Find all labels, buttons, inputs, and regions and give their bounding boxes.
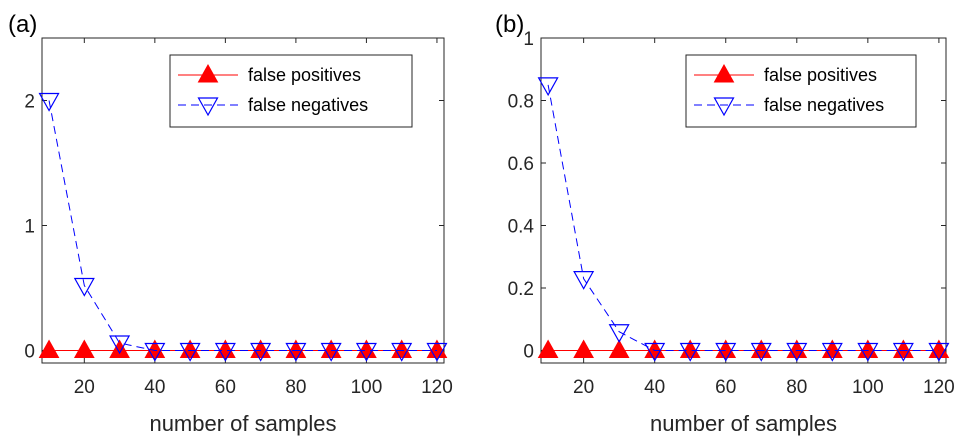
legend-entry: false positives: [694, 63, 877, 85]
data-point-marker: [144, 342, 166, 362]
panel-label: (a): [8, 11, 37, 38]
data-point-marker: [179, 339, 201, 358]
legend-marker: [713, 63, 735, 83]
data-point-marker: [320, 339, 342, 358]
data-point-marker: [857, 342, 879, 362]
data-point-marker: [285, 342, 307, 362]
data-point-marker: [821, 342, 843, 362]
x-tick-label: 20: [74, 377, 95, 398]
data-point-marker: [73, 277, 95, 297]
data-point-marker: [644, 342, 666, 362]
data-point-marker: [320, 342, 342, 362]
chart-panel-2: (b) 20 40 60 80 100 120 0 0.2 0.4 0.6 0.8 1 number of…: [495, 11, 954, 436]
data-point-marker: [355, 342, 377, 362]
data-point-marker: [426, 339, 448, 358]
data-point-marker: [179, 342, 201, 362]
y-tick-label: 1: [24, 217, 35, 238]
data-point-marker: [573, 339, 594, 358]
y-tick-label: 0: [24, 342, 35, 363]
data-point-marker: [715, 339, 737, 358]
x-tick-label: 100: [351, 377, 383, 398]
data-point-marker: [109, 335, 131, 355]
data-point-marker: [928, 339, 950, 358]
y-tick-label: 2: [24, 92, 35, 113]
x-tick-label: 120: [421, 377, 453, 398]
legend-marker: [713, 97, 735, 117]
data-point-marker: [573, 271, 595, 290]
data-point-marker: [250, 339, 271, 358]
x-tick-label: 40: [144, 377, 165, 398]
legend-marker: [197, 97, 219, 117]
data-point-marker: [892, 342, 914, 362]
data-point-marker: [608, 324, 630, 343]
y-tick-label: 0.8: [508, 92, 534, 113]
data-point-marker: [644, 339, 666, 358]
x-axis-label: number of samples: [650, 411, 837, 436]
y-tick-label: 0.6: [508, 154, 534, 175]
legend-label: false positives: [248, 65, 361, 85]
legend: false positives false negatives: [685, 54, 917, 128]
y-tick-label: 0.4: [508, 217, 535, 238]
data-point-marker: [38, 92, 60, 112]
data-point-marker: [250, 342, 272, 362]
series-false-positives: [38, 339, 448, 358]
data-point-marker: [608, 339, 630, 358]
data-point-marker: [391, 339, 413, 358]
data-point-marker: [928, 342, 950, 362]
legend-entry: false negatives: [178, 95, 368, 117]
x-tick-label: 60: [715, 377, 736, 398]
legend-box: [169, 54, 413, 128]
chart-panel-1: (a) 20 40 60 80 100 120 0 1 2 number of samples fal…: [8, 11, 453, 436]
legend-label: false negatives: [764, 95, 884, 115]
series-false-negatives: [537, 77, 950, 362]
x-tick-label: 60: [215, 377, 236, 398]
panel-label: (b): [495, 11, 524, 38]
y-tick-label: 1: [523, 29, 534, 50]
legend-entry: false positives: [178, 63, 361, 85]
legend-label: false positives: [764, 65, 877, 85]
data-point-marker: [857, 339, 879, 358]
y-tick-label: 0.2: [508, 279, 534, 300]
legend-entry: false negatives: [694, 95, 884, 117]
series-false-negatives: [38, 92, 448, 362]
series-line: [48, 100, 437, 351]
data-point-marker: [750, 339, 772, 358]
x-axis-label: number of samples: [149, 411, 336, 436]
y-tick-label: 0: [523, 342, 534, 363]
data-point-marker: [537, 339, 559, 358]
legend-label: false negatives: [248, 95, 368, 115]
data-point-marker: [285, 339, 307, 358]
x-tick-label: 100: [852, 377, 884, 398]
x-tick-label: 120: [923, 377, 954, 398]
data-point-marker: [109, 339, 130, 358]
legend-marker: [197, 63, 219, 83]
data-point-marker: [786, 339, 808, 358]
data-point-marker: [356, 339, 377, 358]
data-point-marker: [73, 339, 95, 358]
data-point-marker: [537, 77, 559, 97]
series-false-positives: [537, 339, 950, 358]
plot-area-frame: [41, 37, 445, 364]
data-point-marker: [750, 342, 772, 362]
x-tick-label: 80: [285, 377, 306, 398]
x-tick-label: 80: [786, 377, 807, 398]
data-point-marker: [715, 342, 737, 362]
x-tick-label: 40: [644, 377, 665, 398]
data-point-marker: [679, 342, 701, 362]
legend: false positives false negatives: [169, 54, 413, 128]
data-point-marker: [38, 339, 60, 358]
data-point-marker: [893, 339, 914, 358]
data-point-marker: [426, 342, 448, 362]
x-tick-label: 20: [573, 377, 594, 398]
data-point-marker: [679, 339, 701, 358]
data-point-marker: [391, 342, 413, 362]
data-point-marker: [214, 342, 236, 362]
data-point-marker: [821, 339, 843, 358]
data-point-marker: [215, 339, 236, 358]
data-point-marker: [786, 342, 808, 362]
plot-area-frame: [540, 37, 947, 364]
